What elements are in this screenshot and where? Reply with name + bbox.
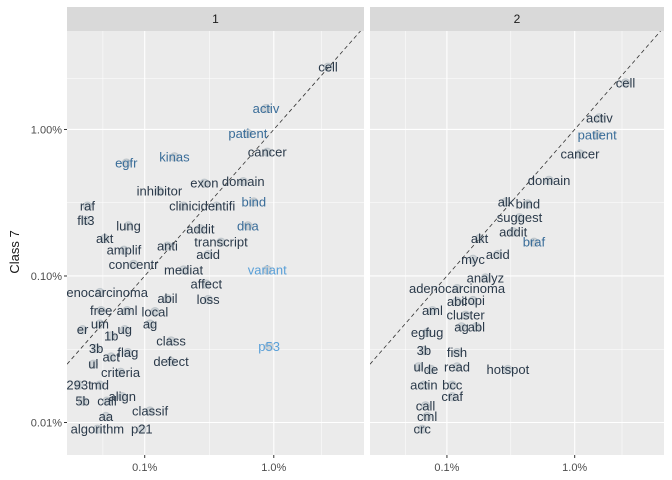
facet-panel-1: 1 cell activ patient cancer egfr kinasexon doma… (52, 7, 364, 455)
word-label: dna (237, 218, 259, 233)
word-label: craf (441, 389, 463, 404)
word-label: cell (318, 60, 338, 75)
word-label: ul (88, 357, 98, 372)
word-label: act (103, 349, 121, 364)
word-label: aml (422, 303, 443, 318)
word-label: concentr (109, 257, 160, 272)
word-label: identifi (198, 199, 236, 214)
word-label: cancer (248, 145, 288, 160)
x-tick-label: 1.0% (562, 462, 587, 474)
word-label: myc (461, 252, 485, 267)
word-label: domain (222, 174, 265, 189)
word-label: lung (116, 218, 141, 233)
word-label: aml (117, 303, 138, 318)
word-label: inhibitor (137, 184, 183, 199)
word-label: p21 (131, 422, 153, 437)
word-label: acid (196, 247, 220, 262)
word-label: p53 (258, 339, 280, 354)
word-label: copi (461, 293, 485, 308)
word-label: 3b (89, 341, 103, 356)
word-label: amplif (107, 243, 142, 258)
y-axis-title: Class 7 (7, 230, 22, 273)
x-tick-label: 1.0% (261, 462, 286, 474)
word-label: 3b (417, 343, 431, 358)
word-label: adenocarcinoma (52, 285, 149, 300)
word-label: algorithm (71, 422, 124, 437)
word-label: ag (454, 319, 468, 334)
word-label: cell (616, 75, 636, 90)
facet-strip-label: 1 (212, 12, 219, 26)
word-label: bind (241, 194, 266, 209)
word-label: affect (191, 277, 223, 292)
facet-strip-label: 2 (514, 12, 521, 26)
word-label: egfug (411, 325, 444, 340)
word-label: ug (117, 322, 131, 337)
word-label: call (97, 394, 117, 409)
word-label: kinas (159, 149, 190, 164)
word-label: crc (413, 422, 431, 437)
word-label: acid (486, 247, 510, 262)
word-label: defect (153, 354, 189, 369)
word-label: variant (248, 262, 287, 277)
word-label: fish (447, 345, 467, 360)
y-tick-label: 0.01% (31, 417, 62, 429)
word-label: classif (132, 403, 169, 418)
word-label: anti (157, 239, 178, 254)
word-label: 1b (104, 328, 118, 343)
word-label: raf (80, 199, 96, 214)
y-tick-label: 1.00% (31, 124, 62, 136)
word-label: class (156, 333, 186, 348)
word-label: activ (253, 101, 280, 116)
word-label: clinic (169, 199, 198, 214)
word-label: braf (523, 235, 546, 250)
word-label: akt (471, 231, 489, 246)
word-label: er (77, 322, 89, 337)
word-label: ul (414, 359, 424, 374)
word-label: 5b (75, 394, 89, 409)
y-tick-label: 0.10% (31, 271, 62, 283)
word-label: read (444, 359, 470, 374)
word-label: de (424, 362, 438, 377)
x-tick-label: 0.1% (132, 462, 157, 474)
word-label: egfr (115, 156, 138, 171)
word-label: cancer (560, 147, 600, 162)
word-label: mediat (164, 262, 203, 277)
word-label: loss (197, 292, 221, 307)
word-label: domain (528, 173, 571, 188)
word-label: alk (498, 194, 515, 209)
word-label: patient (228, 126, 267, 141)
word-label: suggest (497, 210, 543, 225)
word-label: activ (586, 110, 613, 125)
word-label: ag (143, 317, 157, 332)
word-label: flag (117, 345, 138, 360)
word-label: patient (578, 127, 617, 142)
facet-panel-2: 2 cell activ patient cancer domain alk bindsugg… (370, 7, 664, 455)
word-label: exon (190, 176, 218, 191)
word-label: abl (468, 319, 485, 334)
x-tick-label: 0.1% (434, 462, 459, 474)
word-label: actin (410, 378, 437, 393)
word-label: md (91, 378, 109, 393)
word-label: 293t (66, 378, 92, 393)
word-label: flt3 (77, 213, 94, 228)
word-label: hotspot (487, 362, 530, 377)
